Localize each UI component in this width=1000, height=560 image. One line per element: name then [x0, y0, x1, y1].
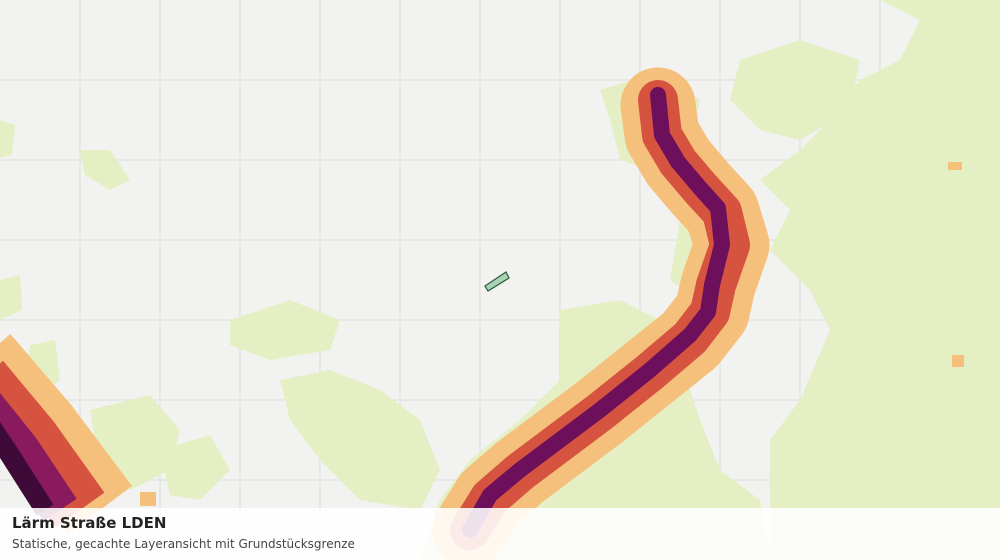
map-subtitle: Statische, gecachte Layeransicht mit Gru… — [12, 537, 355, 551]
noise-road — [432, 67, 770, 560]
noise-corner — [0, 333, 132, 534]
map-title: Lärm Straße LDEN — [12, 514, 167, 532]
caption-bar: Lärm Straße LDEN Statische, gecachte Lay… — [0, 508, 1000, 560]
parcel-boundary — [484, 271, 510, 292]
noise-spots — [140, 162, 964, 506]
